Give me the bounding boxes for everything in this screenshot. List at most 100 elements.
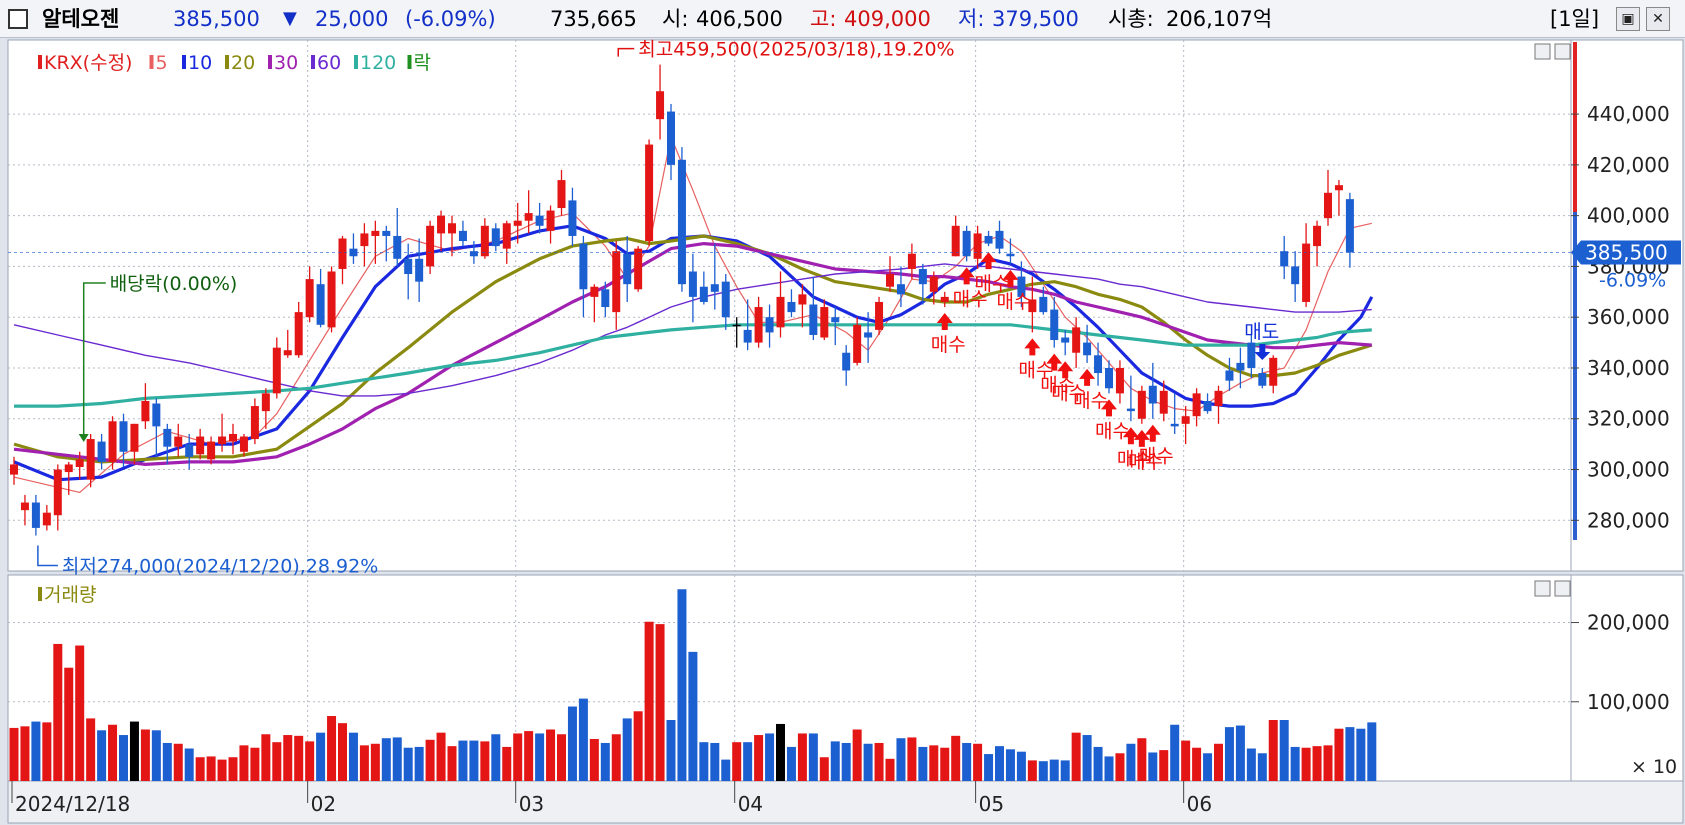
- panel-close-icon[interactable]: [1554, 580, 1571, 597]
- volume-bar: [97, 730, 107, 781]
- candle-body: [907, 253, 916, 269]
- candle-body: [601, 289, 610, 308]
- volume-bar: [655, 624, 665, 781]
- candle-body: [612, 251, 621, 313]
- buy-signal-label: 매수: [1040, 375, 1075, 397]
- candle-body: [918, 268, 927, 285]
- candle-body: [1269, 357, 1278, 386]
- buy-signal-label: 매수: [1073, 390, 1108, 412]
- volume-bar: [611, 734, 621, 781]
- candle-body: [1313, 225, 1322, 247]
- buy-signal-label: 매수: [1095, 420, 1130, 442]
- candle-body: [1192, 393, 1201, 417]
- volume-bar: [381, 738, 391, 781]
- panel-maximize-icon[interactable]: [1534, 580, 1551, 597]
- candle-body: [360, 233, 369, 247]
- buy-arrow-icon: [958, 267, 975, 285]
- legend-label: 30: [274, 52, 298, 74]
- close-window-icon[interactable]: ✕: [1646, 7, 1670, 31]
- ma-line-30: [13, 242, 1372, 466]
- volume-bar: [797, 733, 807, 781]
- volume-bar: [524, 731, 534, 781]
- volume-bar: [808, 733, 818, 781]
- buy-arrow-icon: [1024, 338, 1041, 356]
- buy-signal-label: 매수: [996, 291, 1031, 313]
- buy-signal-label: 매수: [931, 334, 966, 356]
- candle-body: [1324, 192, 1332, 219]
- volume-bar: [732, 742, 742, 781]
- low-label: 저:: [958, 7, 985, 31]
- x-tick-label: 02: [311, 792, 336, 816]
- volume-bar: [918, 746, 928, 781]
- volume-bar: [9, 727, 19, 781]
- checkbox-icon[interactable]: [8, 9, 28, 29]
- restore-window-icon[interactable]: ▣: [1616, 7, 1640, 31]
- candle-body: [776, 296, 785, 328]
- dividend-annotation: 배당락(0.00%): [110, 273, 238, 295]
- volume-bar: [239, 745, 249, 781]
- buy-arrow-icon: [1101, 399, 1117, 417]
- volume-bar: [1334, 728, 1344, 781]
- candle-body: [721, 281, 730, 318]
- volume-bar: [119, 735, 128, 781]
- candle-body: [754, 307, 763, 343]
- legend-label: 락: [414, 52, 431, 74]
- candle-body: [677, 159, 686, 285]
- candle-body: [196, 436, 205, 455]
- volume-unit-label: × 10: [1631, 756, 1677, 778]
- candle-body: [743, 329, 752, 343]
- candle-body: [75, 459, 84, 467]
- volume-bar: [535, 733, 545, 781]
- buy-arrow-icon: [1002, 269, 1019, 287]
- candle-body: [152, 403, 161, 427]
- volume-bar: [1268, 719, 1278, 781]
- candle-body: [732, 324, 741, 327]
- volume-bar: [710, 742, 720, 781]
- volume-bar: [1027, 760, 1037, 781]
- candle-body: [513, 220, 522, 226]
- candle-body: [480, 225, 489, 257]
- candle-body: [634, 248, 643, 290]
- volume-bar: [830, 741, 840, 781]
- candle-body: [119, 421, 128, 452]
- volume-bar: [129, 721, 139, 781]
- volume-bar: [305, 741, 315, 781]
- volume-bar: [754, 735, 764, 781]
- volume-bar: [327, 716, 337, 781]
- volume-bar: [502, 746, 512, 781]
- candle-body: [42, 512, 51, 526]
- buy-signal-label: 매수: [975, 273, 1010, 295]
- volume-bar: [1345, 727, 1355, 781]
- panel-close-icon[interactable]: [1554, 43, 1571, 60]
- volume-tick-label: 200,000: [1587, 611, 1670, 635]
- buy-signal-label: 매수: [1018, 359, 1053, 381]
- volume-bar: [644, 621, 654, 781]
- candle-body: [1115, 367, 1124, 394]
- low-price: 379,500: [992, 7, 1079, 31]
- candle-body: [229, 433, 237, 442]
- buy-signal-label: 매수: [1128, 451, 1163, 473]
- stock-name: 알테오젠: [42, 7, 120, 31]
- candle-body: [710, 284, 719, 292]
- current-price-tag-label: 385,500: [1585, 240, 1668, 264]
- candle-body: [787, 301, 796, 313]
- candle-body: [1083, 342, 1092, 356]
- volume-bar: [1104, 756, 1114, 781]
- legend-swatch: [268, 55, 272, 69]
- trade-volume: 735,665: [550, 7, 637, 31]
- candle-body: [929, 276, 938, 292]
- current-price-tag: [1571, 240, 1681, 265]
- low-annotation: 최저274,000(2024/12/20),28.92%: [62, 556, 378, 578]
- volume-axis-panel: [1570, 574, 1684, 782]
- candle-body: [995, 230, 1004, 249]
- candle-body: [1302, 243, 1311, 302]
- candle-body: [108, 421, 117, 462]
- panel-maximize-icon[interactable]: [1534, 43, 1551, 60]
- volume-bar: [841, 742, 851, 781]
- candle-body: [86, 439, 95, 480]
- candle-body: [141, 400, 150, 422]
- buy-signal-label: 매수: [1051, 382, 1086, 404]
- period-selector[interactable]: [1일]: [1550, 7, 1600, 31]
- buy-arrow-icon: [1133, 429, 1150, 447]
- volume-bar: [1192, 747, 1202, 781]
